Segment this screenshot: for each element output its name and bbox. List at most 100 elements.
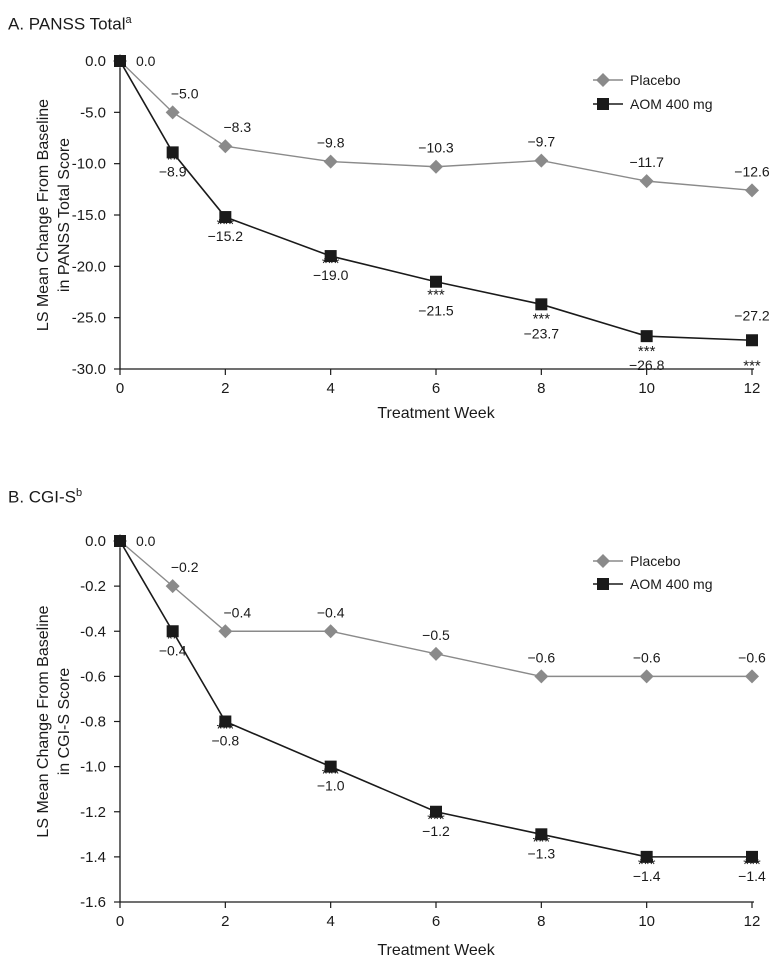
b-y-axis-title-line: LS Mean Change From Baseline: [35, 605, 52, 837]
b-x-tick-label: 10: [638, 913, 655, 930]
b-y-axis-title-line: in CGI-S Score: [56, 668, 73, 776]
b-data-label: −1.2: [422, 823, 450, 839]
b-significance-stars: ***: [427, 811, 445, 828]
a-legend-marker-placebo: [596, 73, 610, 87]
a-data-label: −10.3: [418, 140, 454, 156]
b-placebo-marker: [745, 669, 759, 684]
panel-a-title: A. PANSS Totala: [8, 14, 132, 35]
b-y-tick-label: -0.6: [80, 668, 106, 685]
b-significance-stars: ***: [533, 833, 551, 850]
a-data-label: −9.7: [528, 134, 556, 150]
a-x-tick-label: 8: [537, 380, 545, 397]
a-x-tick-label: 0: [116, 380, 124, 397]
a-x-tick-label: 4: [326, 380, 334, 397]
a-placebo-marker: [165, 105, 180, 120]
b-aom-marker: [535, 828, 548, 841]
b-x-axis-title: Treatment Week: [377, 942, 495, 958]
a-legend-label: Placebo: [630, 72, 681, 88]
b-data-label: −0.6: [633, 649, 661, 665]
b-placebo-marker: [639, 669, 654, 684]
b-y-tick-label: -1.6: [80, 894, 106, 911]
a-aom-marker: [219, 211, 232, 224]
b-placebo-marker: [323, 624, 338, 639]
b-data-label: −0.2: [171, 559, 199, 575]
b-placebo-marker: [165, 579, 180, 594]
a-data-label: −8.9: [159, 163, 187, 179]
a-data-label: −23.7: [524, 325, 560, 341]
a-y-tick-label: -30.0: [72, 361, 106, 378]
b-aom-marker: [640, 850, 653, 863]
a-y-tick-label: 0.0: [85, 53, 106, 70]
b-legend-label: Placebo: [630, 553, 681, 569]
a-aom-marker: [324, 250, 337, 263]
a-x-tick-label: 2: [221, 380, 229, 397]
a-legend-marker-aom: [597, 98, 609, 110]
a-y-axis-title: LS Mean Change From Baseline in PANSS Tot…: [35, 99, 73, 331]
a-data-label: −8.3: [224, 119, 252, 135]
a-y-tick-label: -10.0: [72, 156, 106, 173]
b-data-label: −0.6: [738, 649, 766, 665]
b-placebo-marker: [429, 646, 443, 661]
a-data-label: −9.8: [317, 135, 345, 151]
panel-a-footnote-mark: a: [125, 14, 132, 26]
a-y-tick-label: -5.0: [80, 104, 106, 121]
panel-a: A. PANSS Totala 0.0 -5.0 -10.0 -15.0 -20.0 -2…: [0, 0, 771, 470]
a-placebo-marker: [218, 139, 233, 154]
b-y-tick-label: -1.4: [80, 849, 106, 866]
a-data-label: −15.2: [208, 228, 244, 244]
a-significance-stars: ***: [427, 287, 445, 304]
a-data-label: −21.5: [418, 303, 454, 319]
panel-a-label: A. PANSS Total: [8, 14, 126, 34]
b-data-label: −0.4: [224, 604, 252, 620]
a-significance-stars: ***: [322, 255, 340, 272]
a-x-axis-title: Treatment Week: [377, 405, 495, 422]
b-significance-stars: **: [167, 630, 179, 647]
a-significance-stars: ***: [743, 357, 761, 374]
a-series-line-placebo: [119, 60, 753, 192]
panel-b-footnote-mark: b: [76, 487, 83, 499]
b-data-label: −0.6: [528, 649, 556, 665]
b-significance-stars: ***: [322, 766, 340, 783]
a-significance-stars: ***: [638, 343, 656, 360]
a-data-label: −27.2: [734, 307, 770, 323]
b-y-tick-label: -0.2: [80, 578, 106, 595]
a-data-label: 0.0: [136, 53, 156, 69]
b-aom-marker: [324, 760, 337, 773]
b-y-tick-label: -1.2: [80, 804, 106, 821]
b-significance-stars: ***: [638, 856, 656, 873]
a-aom-marker: [746, 334, 758, 347]
b-aom-marker: [166, 625, 179, 638]
b-data-label: −1.0: [317, 778, 345, 794]
b-x-tick-label: 0: [116, 913, 124, 930]
b-x-tick-label: 12: [744, 913, 761, 930]
a-aom-marker: [640, 330, 653, 343]
a-aom-marker: [166, 146, 179, 159]
a-x-tick-label: 10: [638, 380, 655, 397]
a-legend-label: AOM 400 mg: [630, 96, 712, 112]
b-x-tick-label: 2: [221, 913, 229, 930]
a-y-axis-title-line: LS Mean Change From Baseline: [35, 99, 52, 331]
a-y-tick-label: -20.0: [72, 258, 106, 275]
b-x-tick-label: 8: [537, 913, 545, 930]
b-legend-label: AOM 400 mg: [630, 576, 712, 592]
b-y-tick-label: -0.4: [80, 623, 106, 640]
b-series-line-aom: [119, 540, 752, 858]
a-aom-marker: [535, 298, 548, 311]
b-placebo-marker: [534, 669, 549, 684]
a-aom-marker: [430, 275, 442, 288]
a-data-label: −5.0: [171, 85, 199, 101]
b-legend-marker-placebo: [596, 554, 610, 568]
b-data-label: −1.3: [528, 845, 556, 861]
b-legend-marker-aom: [597, 578, 609, 590]
panel-b: B. CGI-Sb 0.0 -0.2 -0.4 -0.6 -0.8 -1.0 -1.2 -1.…: [0, 475, 771, 958]
b-significance-stars: ***: [217, 721, 235, 738]
b-aom-marker: [746, 850, 758, 863]
a-data-label: −26.8: [629, 357, 665, 373]
b-data-label: −0.8: [212, 733, 240, 749]
a-placebo-marker: [639, 174, 654, 189]
a-significance-stars: **: [167, 151, 179, 168]
b-aom-marker: [219, 715, 232, 728]
b-data-label: −0.4: [317, 604, 345, 620]
panss-chart: 0.0 -5.0 -10.0 -15.0 -20.0 -25.0 -30.0 0 2 4 6 8 10 1…: [35, 53, 770, 422]
a-data-label: −19.0: [313, 267, 349, 283]
